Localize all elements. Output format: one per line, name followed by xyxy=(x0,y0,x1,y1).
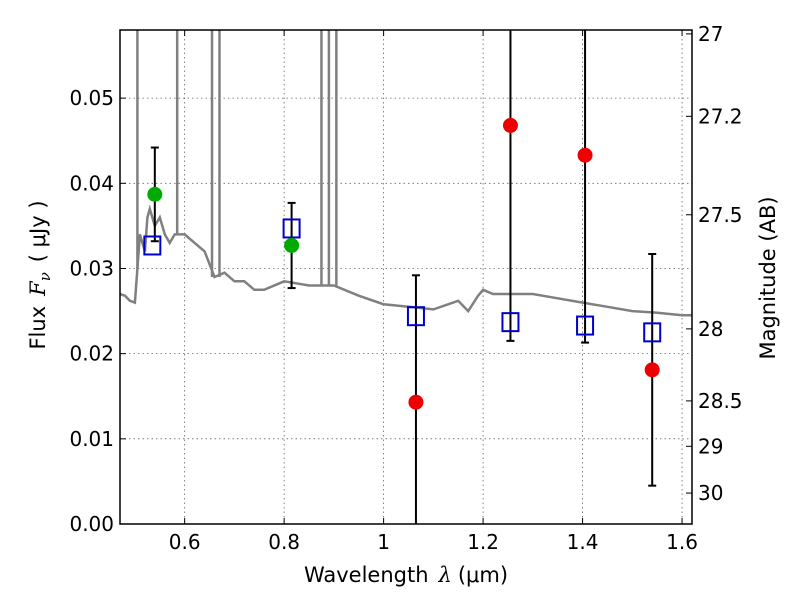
x-tick-label: 1.6 xyxy=(666,530,698,554)
measurement-point xyxy=(408,394,424,410)
mag-tick-label: 30 xyxy=(698,481,723,505)
model-spectrum xyxy=(120,30,692,317)
x-tick-label: 1 xyxy=(377,530,390,554)
model-photometry-square xyxy=(576,315,595,336)
mag-tick-label: 27.2 xyxy=(698,104,743,128)
y-axis-label: FluxFν( μJy ) xyxy=(26,200,54,349)
grid xyxy=(120,30,692,524)
measurement-point xyxy=(577,147,593,163)
axes: 0.6 0.8 1 1.2 1.4 1.6 0.00 0.01 0.02 0.03 0.04 0.05… xyxy=(69,22,742,554)
x-tick-label: 1.2 xyxy=(467,530,499,554)
measurement-point xyxy=(644,362,660,378)
detection-point xyxy=(284,237,300,253)
detection-point xyxy=(147,186,163,202)
mag-tick-label: 27 xyxy=(698,22,723,46)
model-photometry-square xyxy=(643,322,662,343)
model-photometry-square xyxy=(143,235,162,256)
labels: Wavelength λ (μm) FluxFν( μJy ) Magnitude … xyxy=(26,196,780,587)
x-tick-label: 0.8 xyxy=(268,530,300,554)
plot-frame xyxy=(119,29,693,525)
model-photometry-square xyxy=(282,218,301,239)
mag-tick-label: 28 xyxy=(698,317,723,341)
y-tick-label: 0.02 xyxy=(69,342,114,366)
y2-axis-label: Magnitude (AB) xyxy=(756,196,780,359)
y-tick-label: 0.01 xyxy=(69,427,114,451)
measurement-point xyxy=(502,117,518,133)
y-tick-label: 0.03 xyxy=(69,256,114,280)
mag-tick-label: 29 xyxy=(698,434,723,458)
model-photometry-square xyxy=(501,312,520,333)
x-tick-label: 1.4 xyxy=(567,530,599,554)
x-axis-label: Wavelength λ (μm) xyxy=(304,563,508,587)
y-tick-label: 0.05 xyxy=(69,86,114,110)
x-tick-label: 0.6 xyxy=(169,530,201,554)
model-photometry-square xyxy=(406,306,425,327)
mag-tick-label: 27.5 xyxy=(698,203,743,227)
mag-tick-label: 28.5 xyxy=(698,389,743,413)
y-tick-label: 0.00 xyxy=(69,512,114,536)
y-tick-label: 0.04 xyxy=(69,171,114,195)
data-marks xyxy=(143,30,662,524)
model-spectrum-line xyxy=(120,204,692,317)
